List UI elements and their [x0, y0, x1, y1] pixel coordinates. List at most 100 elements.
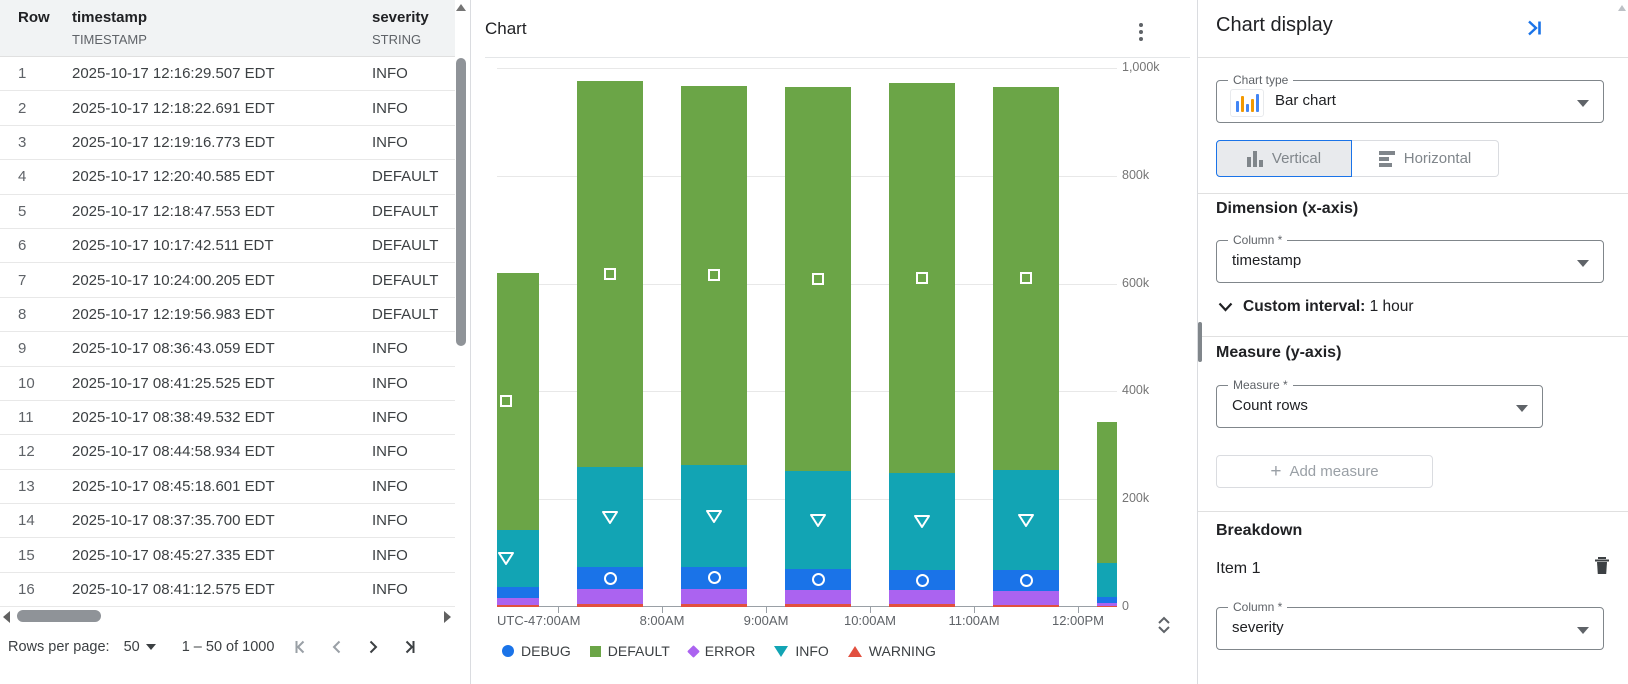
- vertical-toggle-button[interactable]: Vertical: [1216, 140, 1352, 177]
- square-legend-icon: [589, 645, 601, 657]
- table-row: 10 2025-10-17 08:41:25.525 EDT INFO: [0, 367, 455, 401]
- scroll-up-arrow-icon[interactable]: [456, 4, 466, 11]
- table-row: 1 2025-10-17 12:16:29.507 EDT INFO: [0, 57, 455, 92]
- table-row: 13 2025-10-17 08:45:18.601 EDT INFO: [0, 470, 455, 505]
- timestamp-cell: 2025-10-17 12:20:40.585 EDT: [72, 168, 275, 186]
- table-row: 2 2025-10-17 12:18:22.691 EDT INFO: [0, 91, 455, 126]
- timezone-label: UTC-4: [497, 613, 536, 628]
- row-number: 9: [18, 340, 27, 358]
- row-number: 15: [18, 546, 35, 564]
- chart-card: Chart 1,000k 800k 600k 400k 200k 0 7:00AM 8:00…: [471, 0, 1197, 684]
- bar-segment-error: [993, 591, 1059, 605]
- x-axis-tick: [766, 607, 767, 613]
- table-row: 7 2025-10-17 10:24:00.205 EDT DEFAULT: [0, 263, 455, 298]
- add-measure-label: Add measure: [1289, 463, 1379, 480]
- legend-item-info: INFO: [774, 643, 829, 659]
- bar-segment-default: [681, 85, 747, 465]
- row-number: 16: [18, 581, 35, 599]
- x-axis-tick: [558, 607, 559, 613]
- table-header-row: Row timestamp TIMESTAMP severity STRING: [0, 0, 455, 57]
- breakdown-column-select[interactable]: Column * severity: [1216, 600, 1604, 650]
- scroll-left-arrow-icon[interactable]: [3, 611, 10, 623]
- y-axis-tick-label: 1,000k: [1122, 60, 1160, 74]
- severity-cell: INFO: [372, 512, 408, 530]
- vertical-bars-icon: [1246, 150, 1263, 167]
- chart-type-value: Bar chart: [1275, 92, 1336, 109]
- x-axis-tick: [1078, 607, 1079, 613]
- chart-type-caret-icon: [1577, 100, 1589, 107]
- bar-segment-error: [785, 589, 851, 605]
- column-header-severity: severity: [372, 9, 429, 26]
- table-row: 8 2025-10-17 12:19:56.983 EDT DEFAULT: [0, 298, 455, 333]
- chart-options-kebab-icon[interactable]: [1131, 21, 1151, 43]
- measure-select[interactable]: Measure * Count rows: [1216, 378, 1543, 428]
- section-divider: [1198, 511, 1628, 512]
- next-page-button[interactable]: [362, 636, 384, 658]
- timestamp-cell: 2025-10-17 08:36:43.059 EDT: [72, 340, 275, 358]
- x-axis-tick: [870, 607, 871, 613]
- y-axis-tick-label: 200k: [1122, 491, 1150, 506]
- square-marker-icon: [604, 268, 616, 281]
- custom-interval-value: 1 hour: [1369, 298, 1414, 315]
- dimension-column-select[interactable]: Column * timestamp: [1216, 233, 1604, 283]
- square-marker-icon: [916, 271, 928, 284]
- y-axis-tick-label: 800k: [1122, 167, 1150, 182]
- chart-type-select[interactable]: Chart type Bar chart: [1216, 73, 1604, 123]
- chart-type-label: Chart type: [1228, 73, 1294, 87]
- vertical-scrollbar-thumb[interactable]: [456, 58, 466, 346]
- table-horizontal-scrollbar[interactable]: [0, 606, 455, 628]
- legend-item-warning: WARNING: [847, 643, 936, 659]
- rows-per-page-select[interactable]: 50: [124, 639, 156, 655]
- x-axis-tick-label: 7:00AM: [535, 613, 581, 628]
- add-measure-button[interactable]: + Add measure: [1216, 455, 1433, 488]
- circle-legend-icon: [502, 645, 514, 657]
- horizontal-scrollbar-thumb[interactable]: [17, 610, 101, 622]
- collapse-panel-icon[interactable]: [1522, 17, 1544, 44]
- chart-card-title: Chart: [485, 19, 527, 38]
- dimension-column-label: Column *: [1228, 233, 1288, 247]
- breakdown-column-value: severity: [1232, 619, 1284, 636]
- stacked-bar-plot: [497, 68, 1117, 607]
- horizontal-toggle-label: Horizontal: [1403, 150, 1472, 167]
- measure-heading: Measure (y-axis): [1216, 344, 1342, 361]
- severity-cell: INFO: [372, 65, 408, 83]
- panel-scrollbar-thumb[interactable]: [1198, 322, 1202, 362]
- column-type-severity: STRING: [372, 32, 422, 47]
- severity-cell: INFO: [372, 409, 408, 427]
- query-results-table-pane: Row timestamp TIMESTAMP severity STRING …: [0, 0, 471, 684]
- table-vertical-scrollbar[interactable]: [455, 0, 467, 600]
- triangle-down-marker-icon: [497, 551, 515, 571]
- timestamp-cell: 2025-10-17 08:38:49.532 EDT: [72, 409, 275, 427]
- breakdown-item-label: Item 1: [1216, 559, 1261, 577]
- scroll-right-arrow-icon[interactable]: [444, 611, 451, 623]
- legend-item-error: ERROR: [686, 643, 755, 659]
- severity-cell: DEFAULT: [372, 202, 439, 220]
- bar-segment-warning: [785, 604, 851, 607]
- x-axis-tick-label: 8:00AM: [639, 613, 685, 628]
- chevron-down-icon: [1218, 302, 1233, 312]
- previous-page-button[interactable]: [326, 636, 348, 658]
- timestamp-cell: 2025-10-17 08:41:12.575 EDT: [72, 581, 275, 599]
- bar-segment-error: [1097, 602, 1117, 606]
- custom-interval-expander[interactable]: Custom interval: 1 hour: [1218, 298, 1414, 316]
- table-row: 3 2025-10-17 12:19:16.773 EDT INFO: [0, 126, 455, 161]
- bar-segment-default: [497, 272, 539, 530]
- row-number: 12: [18, 443, 35, 461]
- bar-segment-info: [993, 469, 1059, 570]
- table-row: 16 2025-10-17 08:41:12.575 EDT INFO: [0, 573, 455, 608]
- row-number: 6: [18, 237, 27, 255]
- timestamp-cell: 2025-10-17 08:45:18.601 EDT: [72, 477, 275, 495]
- circle-marker-icon: [1019, 574, 1033, 588]
- last-page-button[interactable]: [398, 636, 420, 658]
- column-header-timestamp: timestamp: [72, 9, 148, 26]
- timestamp-cell: 2025-10-17 12:18:22.691 EDT: [72, 99, 275, 117]
- expand-collapse-chart-icon[interactable]: [1156, 615, 1172, 640]
- triangle-down-marker-icon: [1017, 513, 1035, 533]
- bar-segment-error: [681, 588, 747, 604]
- horizontal-toggle-button[interactable]: Horizontal: [1352, 140, 1499, 177]
- panel-scroll-up-arrow-icon[interactable]: [1618, 5, 1626, 11]
- first-page-button[interactable]: [290, 636, 312, 658]
- delete-breakdown-icon[interactable]: [1593, 556, 1611, 581]
- table-row: 11 2025-10-17 08:38:49.532 EDT INFO: [0, 401, 455, 436]
- x-axis-tick: [662, 607, 663, 613]
